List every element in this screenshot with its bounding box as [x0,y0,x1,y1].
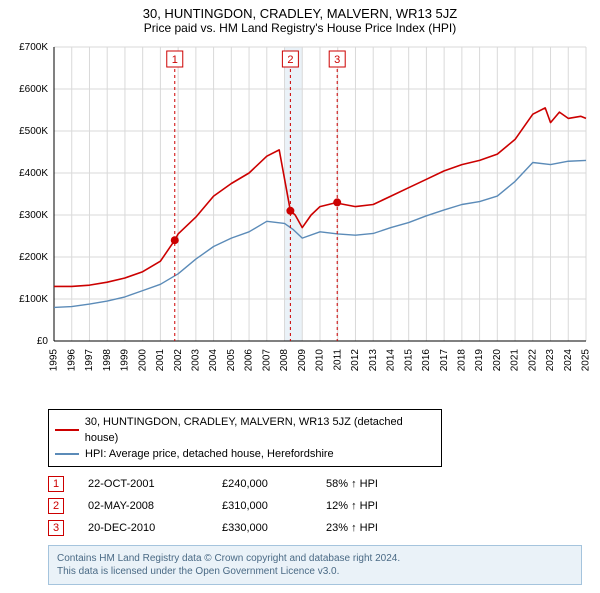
marker-table: 1 22-OCT-2001 £240,000 58% ↑ HPI 2 02-MAY-200… [48,473,582,539]
legend-item: 30, HUNTINGDON, CRADLEY, MALVERN, WR13 5… [55,414,435,446]
svg-text:1995: 1995 [49,349,60,372]
svg-text:2024: 2024 [563,349,574,372]
svg-text:2015: 2015 [403,349,414,372]
svg-text:£200K: £200K [19,252,48,263]
svg-text:1998: 1998 [102,349,113,372]
svg-text:2019: 2019 [474,349,485,372]
svg-text:2012: 2012 [350,349,361,372]
marker-date: 20-DEC-2010 [88,517,198,539]
svg-text:2002: 2002 [173,349,184,372]
svg-text:2014: 2014 [386,349,397,372]
marker-row: 1 22-OCT-2001 £240,000 58% ↑ HPI [48,473,582,495]
marker-price: £330,000 [222,517,302,539]
svg-text:3: 3 [334,54,340,66]
svg-text:£0: £0 [37,336,49,347]
svg-text:2017: 2017 [439,349,450,372]
marker-pct: 58% ↑ HPI [326,473,436,495]
svg-text:1: 1 [172,54,178,66]
svg-text:2006: 2006 [244,349,255,372]
legend-swatch [55,453,79,455]
marker-row: 3 20-DEC-2010 £330,000 23% ↑ HPI [48,517,582,539]
price-chart: £0 £100K £200K £300K £400K £500K £600K £700K 199… [8,41,592,401]
svg-text:2000: 2000 [137,349,148,372]
svg-text:2010: 2010 [315,349,326,372]
svg-text:2: 2 [287,54,293,66]
svg-text:2023: 2023 [545,349,556,372]
svg-text:£700K: £700K [19,42,48,53]
svg-text:2001: 2001 [155,349,166,372]
svg-text:2003: 2003 [191,349,202,372]
marker-number-box: 1 [48,476,64,492]
marker-pct: 23% ↑ HPI [326,517,436,539]
marker-row: 2 02-MAY-2008 £310,000 12% ↑ HPI [48,495,582,517]
legend: 30, HUNTINGDON, CRADLEY, MALVERN, WR13 5… [48,409,442,467]
svg-text:2008: 2008 [279,349,290,372]
svg-text:2013: 2013 [368,349,379,372]
marker-price: £310,000 [222,495,302,517]
svg-text:1999: 1999 [120,349,131,372]
marker-date: 22-OCT-2001 [88,473,198,495]
svg-text:£400K: £400K [19,168,48,179]
svg-text:£600K: £600K [19,84,48,95]
svg-text:2005: 2005 [226,349,237,372]
svg-text:1996: 1996 [66,349,77,372]
attribution-footer: Contains HM Land Registry data © Crown c… [48,545,582,585]
svg-text:2011: 2011 [332,349,343,371]
marker-number-box: 2 [48,498,64,514]
svg-text:£100K: £100K [19,294,48,305]
svg-text:2004: 2004 [208,349,219,372]
svg-text:2025: 2025 [581,349,592,372]
legend-swatch [55,429,79,431]
footer-line: This data is licensed under the Open Gov… [57,565,573,578]
page-subtitle: Price paid vs. HM Land Registry's House … [8,21,592,35]
svg-text:2018: 2018 [457,349,468,372]
svg-text:2016: 2016 [421,349,432,372]
marker-date: 02-MAY-2008 [88,495,198,517]
svg-text:2022: 2022 [527,349,538,372]
svg-text:2007: 2007 [261,349,272,372]
marker-price: £240,000 [222,473,302,495]
svg-text:£500K: £500K [19,126,48,137]
svg-text:£300K: £300K [19,210,48,221]
legend-label: 30, HUNTINGDON, CRADLEY, MALVERN, WR13 5… [85,414,435,446]
legend-item: HPI: Average price, detached house, Here… [55,446,435,462]
svg-text:1997: 1997 [84,349,95,372]
chart-document: 30, HUNTINGDON, CRADLEY, MALVERN, WR13 5… [0,0,600,593]
marker-pct: 12% ↑ HPI [326,495,436,517]
svg-text:2020: 2020 [492,349,503,372]
legend-label: HPI: Average price, detached house, Here… [85,446,334,462]
chart-svg: £0 £100K £200K £300K £400K £500K £600K £700K 199… [8,41,592,401]
svg-text:2021: 2021 [510,349,521,372]
page-title: 30, HUNTINGDON, CRADLEY, MALVERN, WR13 5… [8,6,592,21]
svg-text:2009: 2009 [297,349,308,372]
footer-line: Contains HM Land Registry data © Crown c… [57,552,573,565]
marker-number-box: 3 [48,520,64,536]
